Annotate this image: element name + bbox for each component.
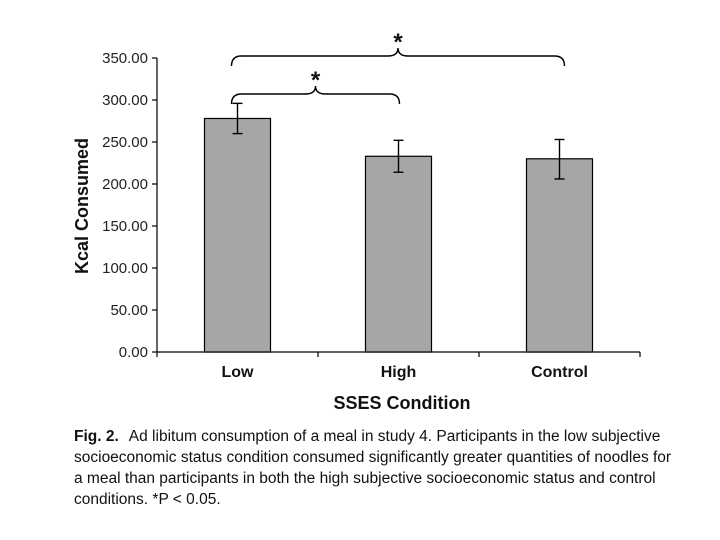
y-tick-label: 350.00 [102,50,148,67]
figure: 0.00 50.00 100.00 150.00 200.00 250.00 300.00 3… [72,29,641,413]
significance-bracket-inner [230,85,401,105]
y-tick-label: 250.00 [102,134,148,151]
y-tick-label: 100.00 [102,260,148,277]
significance-bracket-outer-label: * [393,29,403,56]
bar-chart: 0.00 50.00 100.00 150.00 200.00 250.00 300.00 3… [72,29,641,413]
x-axis-title: SSES Condition [334,393,471,413]
y-tick-label: 50.00 [110,302,148,319]
y-tick-label: 150.00 [102,218,148,235]
bar [203,117,272,353]
bar [525,158,594,353]
caption-label: Fig. 2. [74,428,119,445]
x-tick-label: Control [531,364,588,381]
y-axis: 0.00 50.00 100.00 150.00 200.00 250.00 300.00 3… [102,50,158,361]
significance-bracket-inner-label: * [311,67,321,94]
bar [364,155,433,353]
y-axis-title: Kcal Consumed [72,138,92,274]
y-tick-label: 200.00 [102,176,148,193]
y-tick-label: 0.00 [119,344,148,361]
caption-text: Ad libitum consumption of a meal in stud… [74,428,672,508]
x-tick-label: High [381,364,417,381]
y-tick-label: 300.00 [102,92,148,109]
error-bars [232,102,565,180]
significance-bracket-outer [230,47,566,67]
significance-brackets: ** [230,29,566,105]
x-tick-label: Low [222,364,255,381]
figure-caption: Fig. 2. Ad libitum consumption of a meal … [74,426,674,510]
x-axis: Low High Control [156,351,641,381]
bars [203,117,594,353]
